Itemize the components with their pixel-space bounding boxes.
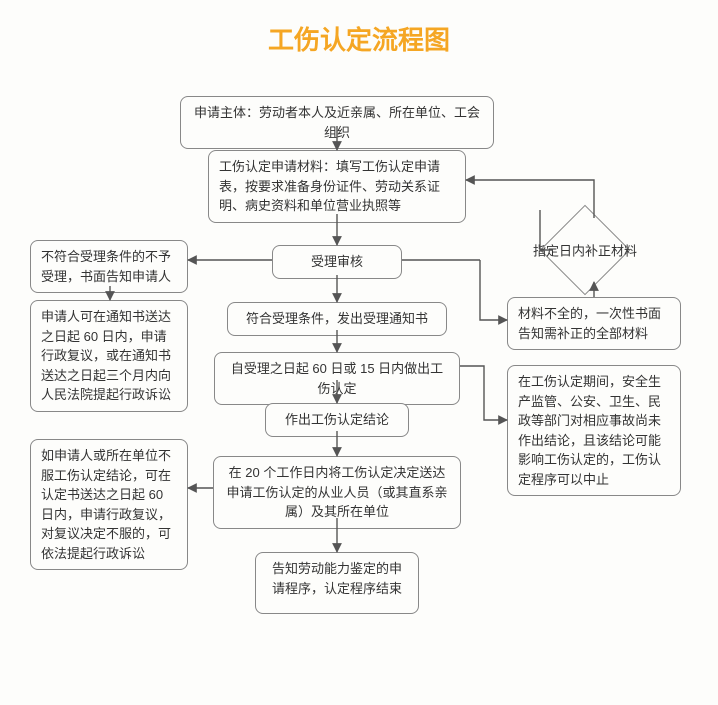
node-disagree-remedy: 如申请人或所在单位不服工伤认定结论，可在认定书送达之日起 60 日内，申请行政复… [30,439,188,570]
edge-eR3 [460,366,507,420]
edge-eR1b [466,180,594,218]
node-acceptance-review: 受理审核 [272,245,402,279]
node-supplement-decision: 指定日内补正材料 [540,205,631,296]
node-materials-incomplete: 材料不全的，一次性书面告知需补正的全部材料 [507,297,681,350]
node-within-60-15-days: 自受理之日起 60 日或 15 日内做出工伤认定 [214,352,460,405]
node-procedure-suspend: 在工伤认定期间，安全生产监管、公安、卫生、民政等部门对相应事故尚未作出结论，且该… [507,365,681,496]
node-not-accepted: 不符合受理条件的不予受理，书面告知申请人 [30,240,188,293]
node-deliver-decision: 在 20 个工作日内将工伤认定决定送达申请工伤认定的从业人员（或其直系亲属）及其… [213,456,461,529]
node-applicant-remedy: 申请人可在通知书送达之日起 60 日内，申请行政复议，或在通知书送达之日起三个月… [30,300,188,412]
node-inform-procedure-end: 告知劳动能力鉴定的申请程序，认定程序结束 [255,552,419,614]
node-make-conclusion: 作出工伤认定结论 [265,403,409,437]
diamond-label: 指定日内补正材料 [533,241,637,260]
node-meets-conditions: 符合受理条件，发出受理通知书 [227,302,447,336]
node-applicant-subjects: 申请主体：劳动者本人及近亲属、所在单位、工会组织 [180,96,494,149]
edge-eR0b [480,260,507,320]
page-title: 工伤认定流程图 [0,20,718,57]
node-application-materials: 工伤认定申请材料：填写工伤认定申请表，按要求准备身份证件、劳动关系证明、病史资料… [208,150,466,223]
